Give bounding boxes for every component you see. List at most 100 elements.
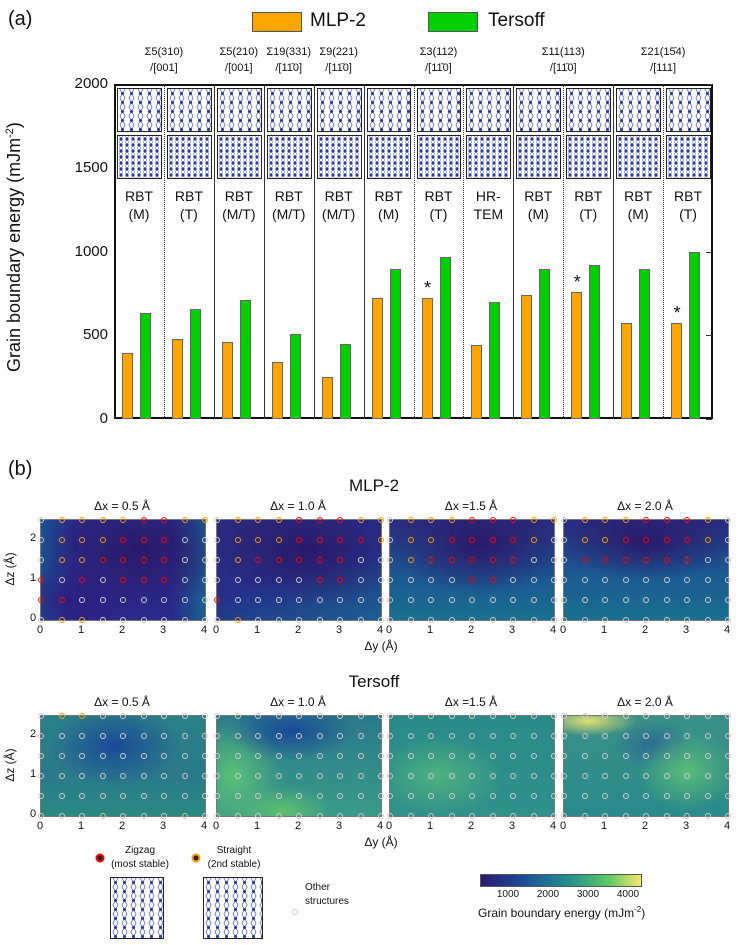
grid-point-other (561, 753, 567, 759)
grid-point-straight (378, 517, 384, 523)
grid-point-other (489, 813, 496, 819)
grid-point-zigzag (214, 597, 220, 603)
x-tick-label: 2 (118, 624, 126, 636)
category-label-line1: HR- (475, 188, 501, 204)
grid-point-other (387, 773, 393, 779)
legend-label-mlp: MLP-2 (310, 10, 366, 31)
grid-point-other (99, 773, 106, 779)
significance-star: * (573, 271, 581, 292)
grid-point-other (510, 793, 516, 799)
grid-point-other (622, 617, 629, 623)
grid-point-other (378, 733, 384, 739)
grid-point-other (561, 793, 567, 799)
grid-point-other (428, 597, 434, 603)
grid-point-other (120, 733, 126, 739)
category-label-line2: (M) (128, 206, 150, 222)
x-tick-label: 4 (200, 820, 208, 832)
y-tick-label: 1000 (74, 242, 108, 260)
structure-side-view (166, 135, 212, 179)
group-divider (263, 84, 265, 419)
structure-top-view (466, 88, 512, 132)
y-tick-label: 2 (30, 532, 37, 544)
x-tick-label: 4 (376, 820, 384, 832)
grid-point-other (530, 557, 537, 563)
grid-point-zigzag (448, 557, 455, 563)
grid-point-other (489, 753, 496, 759)
grid-point-other (448, 813, 455, 819)
category-label-line1: RBT (274, 188, 303, 204)
x-tick-label: 0 (385, 820, 393, 832)
bar-mlp-2 (421, 298, 433, 419)
grid-point-other (581, 753, 588, 759)
y-tick-mark (706, 335, 712, 337)
column-divider (663, 84, 665, 419)
colorbar-tick-label: 1000 (496, 889, 520, 900)
grid-point-other (214, 537, 220, 543)
category-label-line2: (M/T) (321, 206, 356, 222)
grid-point-other (120, 753, 126, 759)
grid-point-other (469, 713, 475, 719)
structure-side-view (516, 135, 562, 179)
grid-point-other (316, 793, 323, 799)
structure-top-view (166, 88, 212, 132)
grid-point-zigzag (255, 557, 261, 563)
grid-point-zigzag (296, 537, 302, 543)
grid-point-other (448, 773, 455, 779)
grid-point-straight (428, 517, 434, 523)
grid-point-other (428, 813, 434, 819)
grid-point-other (407, 577, 414, 583)
subplot-title: Δx = 0.5 Å (94, 499, 150, 513)
x-tick-label: 4 (549, 624, 557, 636)
grid-point-straight (581, 517, 588, 523)
category-label-line1: RBT (574, 188, 603, 204)
straight-label: Straight (216, 845, 252, 856)
grid-point-other (684, 773, 690, 779)
grid-point-other (181, 753, 188, 759)
structure-side-view (616, 135, 662, 179)
grid-point-other (161, 813, 167, 819)
grid-point-other (357, 773, 364, 779)
grid-point-other (510, 773, 516, 779)
legend-swatch-mlp (252, 12, 302, 32)
grid-point-other (387, 753, 393, 759)
x-tick-label: 3 (159, 624, 167, 636)
mlp-title: MLP-2 (348, 476, 400, 495)
grid-point-other (551, 597, 557, 603)
grid-point-straight (275, 517, 282, 523)
grid-point-straight (79, 537, 85, 543)
grid-point-other (704, 793, 711, 799)
colorbar (480, 874, 642, 887)
grid-point-other (99, 733, 106, 739)
grid-point-other (643, 597, 649, 603)
grid-point-zigzag (296, 517, 302, 523)
grid-point-other (581, 597, 588, 603)
grid-point-zigzag (316, 537, 323, 543)
grid-point-other (551, 577, 557, 583)
grid-point-other (357, 793, 364, 799)
category-label-line1: RBT (174, 188, 203, 204)
grid-point-other (38, 793, 44, 799)
category-label-line1: RBT (224, 188, 253, 204)
grid-point-other (704, 753, 711, 759)
grid-point-straight (255, 517, 261, 523)
grid-point-other (378, 617, 384, 623)
grid-point-other (316, 813, 323, 819)
grid-point-zigzag (296, 557, 302, 563)
grid-point-other (489, 597, 496, 603)
grid-point-zigzag (489, 577, 496, 583)
legend-swatch-tersoff (428, 12, 478, 32)
grid-point-other (214, 813, 220, 819)
grid-point-other (643, 813, 649, 819)
grid-point-other (99, 597, 106, 603)
grid-point-other (510, 813, 516, 819)
grid-point-other (378, 793, 384, 799)
grid-point-other (530, 713, 537, 719)
grid-point-other (234, 577, 241, 583)
grid-point-other (202, 793, 208, 799)
category-label-line1: RBT (424, 188, 453, 204)
grid-point-other (296, 617, 302, 623)
y-tick-label: 2000 (74, 75, 108, 92)
grid-point-other (316, 617, 323, 623)
group-axis: /[111] (650, 62, 677, 74)
grid-point-other (202, 733, 208, 739)
